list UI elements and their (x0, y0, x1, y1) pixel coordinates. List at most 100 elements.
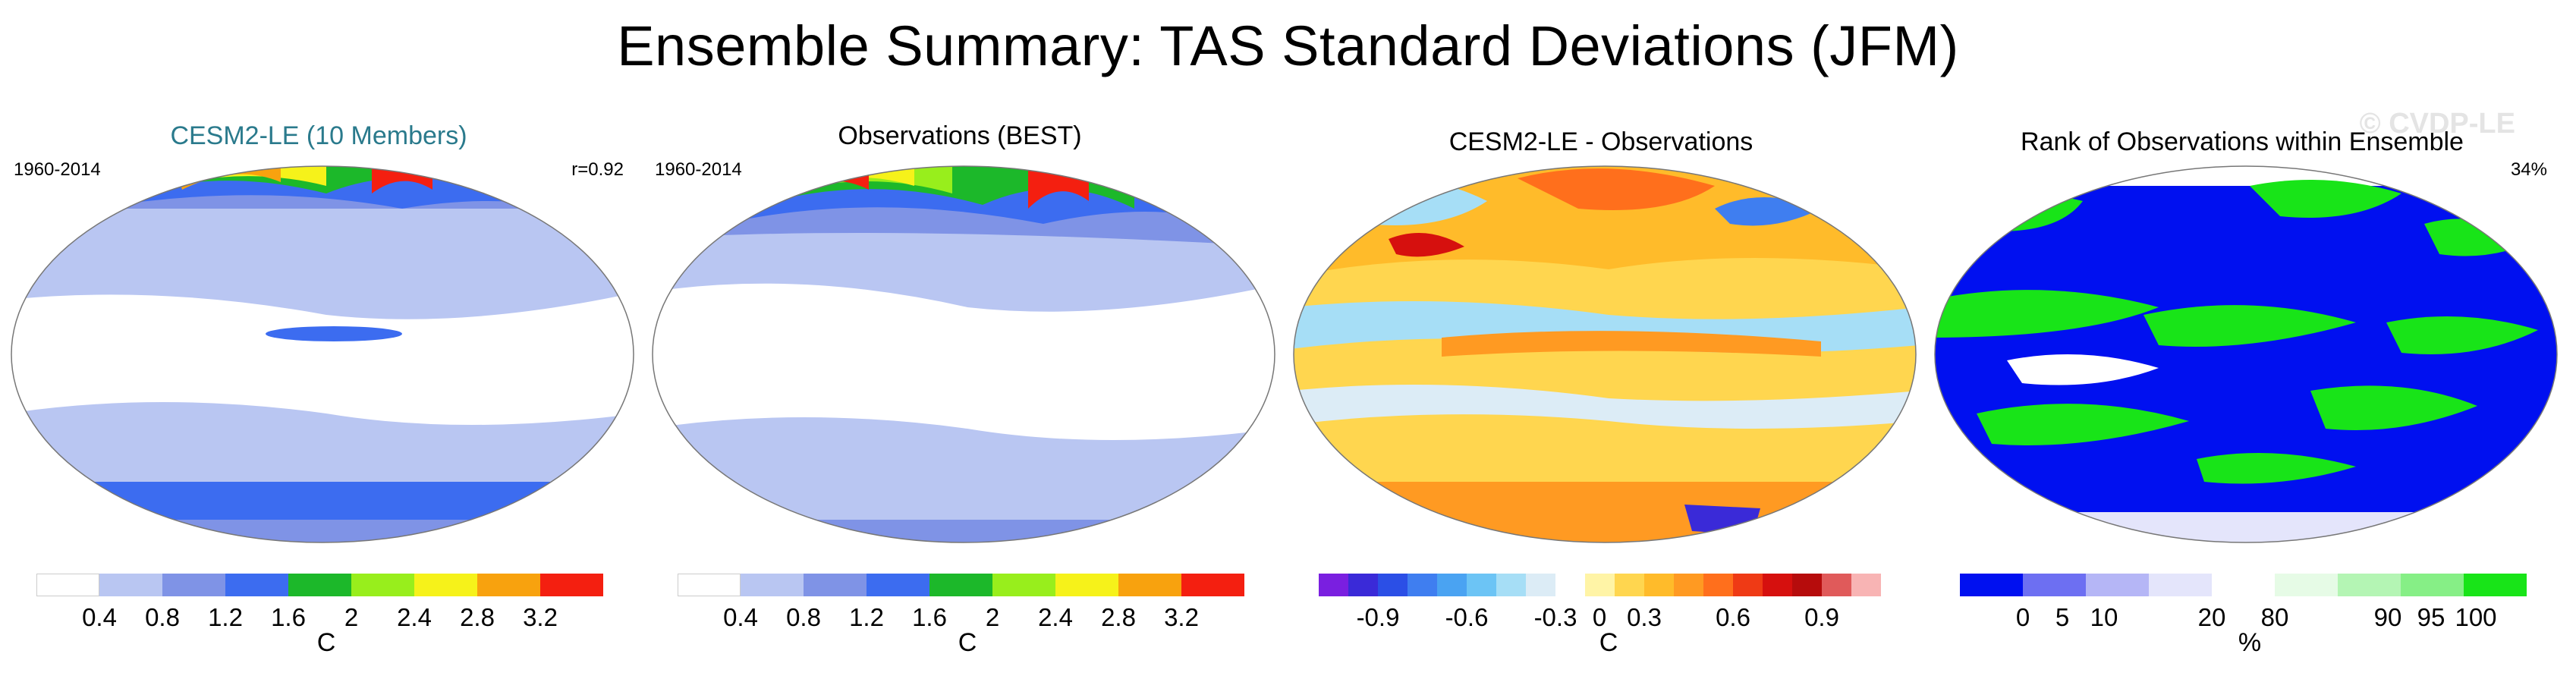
colorbar-swatch (741, 574, 804, 596)
colorbar-tick: 2.4 (397, 603, 432, 631)
colorbar-swatch (1822, 574, 1851, 596)
panel-title: CESM2-LE (10 Members) (170, 121, 467, 150)
colorbar-swatch (99, 574, 162, 596)
global-map (652, 165, 1275, 543)
colorbar-swatch (2212, 574, 2275, 596)
colorbar-swatch (1703, 574, 1733, 596)
colorbar-unit: C (958, 628, 977, 657)
colorbar-tick: 0.8 (145, 603, 180, 631)
period-label: 1960-2014 (14, 159, 101, 180)
colorbar-swatch (2464, 574, 2527, 596)
colorbar-unit: C (316, 628, 336, 657)
panel-rank: Rank of Observations within Ensemble 34%… (1923, 0, 2561, 676)
colorbar-swatch (2086, 574, 2149, 596)
colorbar-swatch (929, 574, 992, 596)
colorbar-swatch (804, 574, 867, 596)
colorbar-swatch (867, 574, 929, 596)
panel-observations: Observations (BEST) 1960-2014 0.4 0.8 (641, 0, 1279, 676)
colorbar-tick: 0 (2015, 603, 2030, 631)
colorbar-tick: 1.2 (849, 603, 884, 631)
colorbar-unit: C (1599, 628, 1618, 657)
colorbar-ticks: 0.4 0.8 1.2 1.6 2 2.4 2.8 3.2 (36, 603, 795, 634)
colorbar-swatch (1181, 574, 1244, 596)
panel-title: Observations (BEST) (838, 121, 1082, 150)
colorbar-swatch (1674, 574, 1703, 596)
colorbar-tick: 10 (2090, 603, 2118, 631)
colorbar-ticks: 0.4 0.8 1.2 1.6 2 2.4 2.8 3.2 (678, 603, 1436, 634)
colorbar-swatch (1055, 574, 1118, 596)
colorbar (678, 574, 1244, 596)
colorbar-swatch (678, 574, 741, 596)
colorbar-unit: % (2238, 628, 2262, 657)
colorbar-swatch (1378, 574, 1408, 596)
colorbar-tick: 0.4 (723, 603, 758, 631)
colorbar-swatch (414, 574, 477, 596)
colorbar-tick: 0.3 (1627, 603, 1662, 631)
colorbar-tick: 5 (2055, 603, 2070, 631)
colorbar-swatch (540, 574, 603, 596)
colorbar-swatch (1408, 574, 1437, 596)
colorbar-tick: 0 (1592, 603, 1607, 631)
colorbar-swatch (1348, 574, 1378, 596)
colorbar-tick: 2.8 (1101, 603, 1136, 631)
colorbar-swatch (1319, 574, 1348, 596)
colorbar-tick: -0.6 (1445, 603, 1489, 631)
colorbar-swatch (2149, 574, 2212, 596)
colorbar (1960, 574, 2527, 596)
colorbar-tick: 2 (344, 603, 359, 631)
global-map (1293, 165, 1917, 543)
correlation-label: r=0.92 (571, 159, 624, 180)
colorbar-tick: 2.4 (1038, 603, 1073, 631)
colorbar-tick: -0.9 (1356, 603, 1400, 631)
colorbar-swatch (1437, 574, 1467, 596)
colorbar-tick: 90 (2373, 603, 2402, 631)
colorbar-swatch (225, 574, 288, 596)
colorbar-tick: 2.8 (460, 603, 495, 631)
colorbar-swatch (1763, 574, 1792, 596)
panel-cesm2-le: CESM2-LE (10 Members) 1960-2014 r=0.92 (0, 0, 637, 676)
period-label: 1960-2014 (655, 159, 742, 180)
panel-title: CESM2-LE - Observations (1448, 127, 1754, 156)
colorbar-tick: 1.2 (208, 603, 243, 631)
colorbar-tick: 80 (2260, 603, 2289, 631)
colorbar-swatch (288, 574, 351, 596)
colorbar-swatch (1496, 574, 1526, 596)
colorbar-swatch (1118, 574, 1181, 596)
colorbar (1319, 574, 1881, 596)
global-map (11, 165, 634, 543)
colorbar-swatch (2023, 574, 2086, 596)
colorbar-swatch (1851, 574, 1881, 596)
colorbar-ticks: 0 5 10 20 80 90 95 100 (1960, 603, 2576, 634)
colorbar-tick: -0.3 (1533, 603, 1577, 631)
colorbar-swatch (1792, 574, 1822, 596)
colorbar-swatch (2401, 574, 2464, 596)
colorbar-tick: 1.6 (271, 603, 306, 631)
colorbar-tick: 100 (2455, 603, 2497, 631)
colorbar-swatch (1555, 574, 1585, 596)
colorbar-tick: 0.9 (1804, 603, 1839, 631)
colorbar-swatch (36, 574, 99, 596)
colorbar (36, 574, 603, 596)
watermark: © CVDP-LE (2359, 108, 2515, 140)
colorbar-tick: 0.6 (1716, 603, 1750, 631)
colorbar-tick: 2 (985, 603, 1000, 631)
colorbar-tick: 0.4 (82, 603, 117, 631)
percentage-label: 34% (2510, 159, 2547, 180)
colorbar-tick: 1.6 (912, 603, 947, 631)
colorbar-swatch (351, 574, 414, 596)
colorbar-swatch (1467, 574, 1496, 596)
colorbar-tick: 0.8 (786, 603, 821, 631)
colorbar-tick: 20 (2197, 603, 2226, 631)
panel-title: Rank of Observations within Ensemble (2021, 127, 2464, 156)
colorbar-swatch (1960, 574, 2023, 596)
panel-difference: CESM2-LE - Observations (1282, 0, 1920, 676)
colorbar-swatch (1615, 574, 1644, 596)
colorbar-swatch (1644, 574, 1674, 596)
colorbar-tick: 95 (2417, 603, 2445, 631)
colorbar-swatch (1526, 574, 1555, 596)
colorbar-swatch (992, 574, 1055, 596)
colorbar-swatch (1585, 574, 1615, 596)
colorbar-ticks: -0.9 -0.6 -0.3 0 0.3 0.6 0.9 (1319, 603, 2077, 634)
colorbar-tick: 3.2 (1164, 603, 1199, 631)
colorbar-swatch (477, 574, 540, 596)
